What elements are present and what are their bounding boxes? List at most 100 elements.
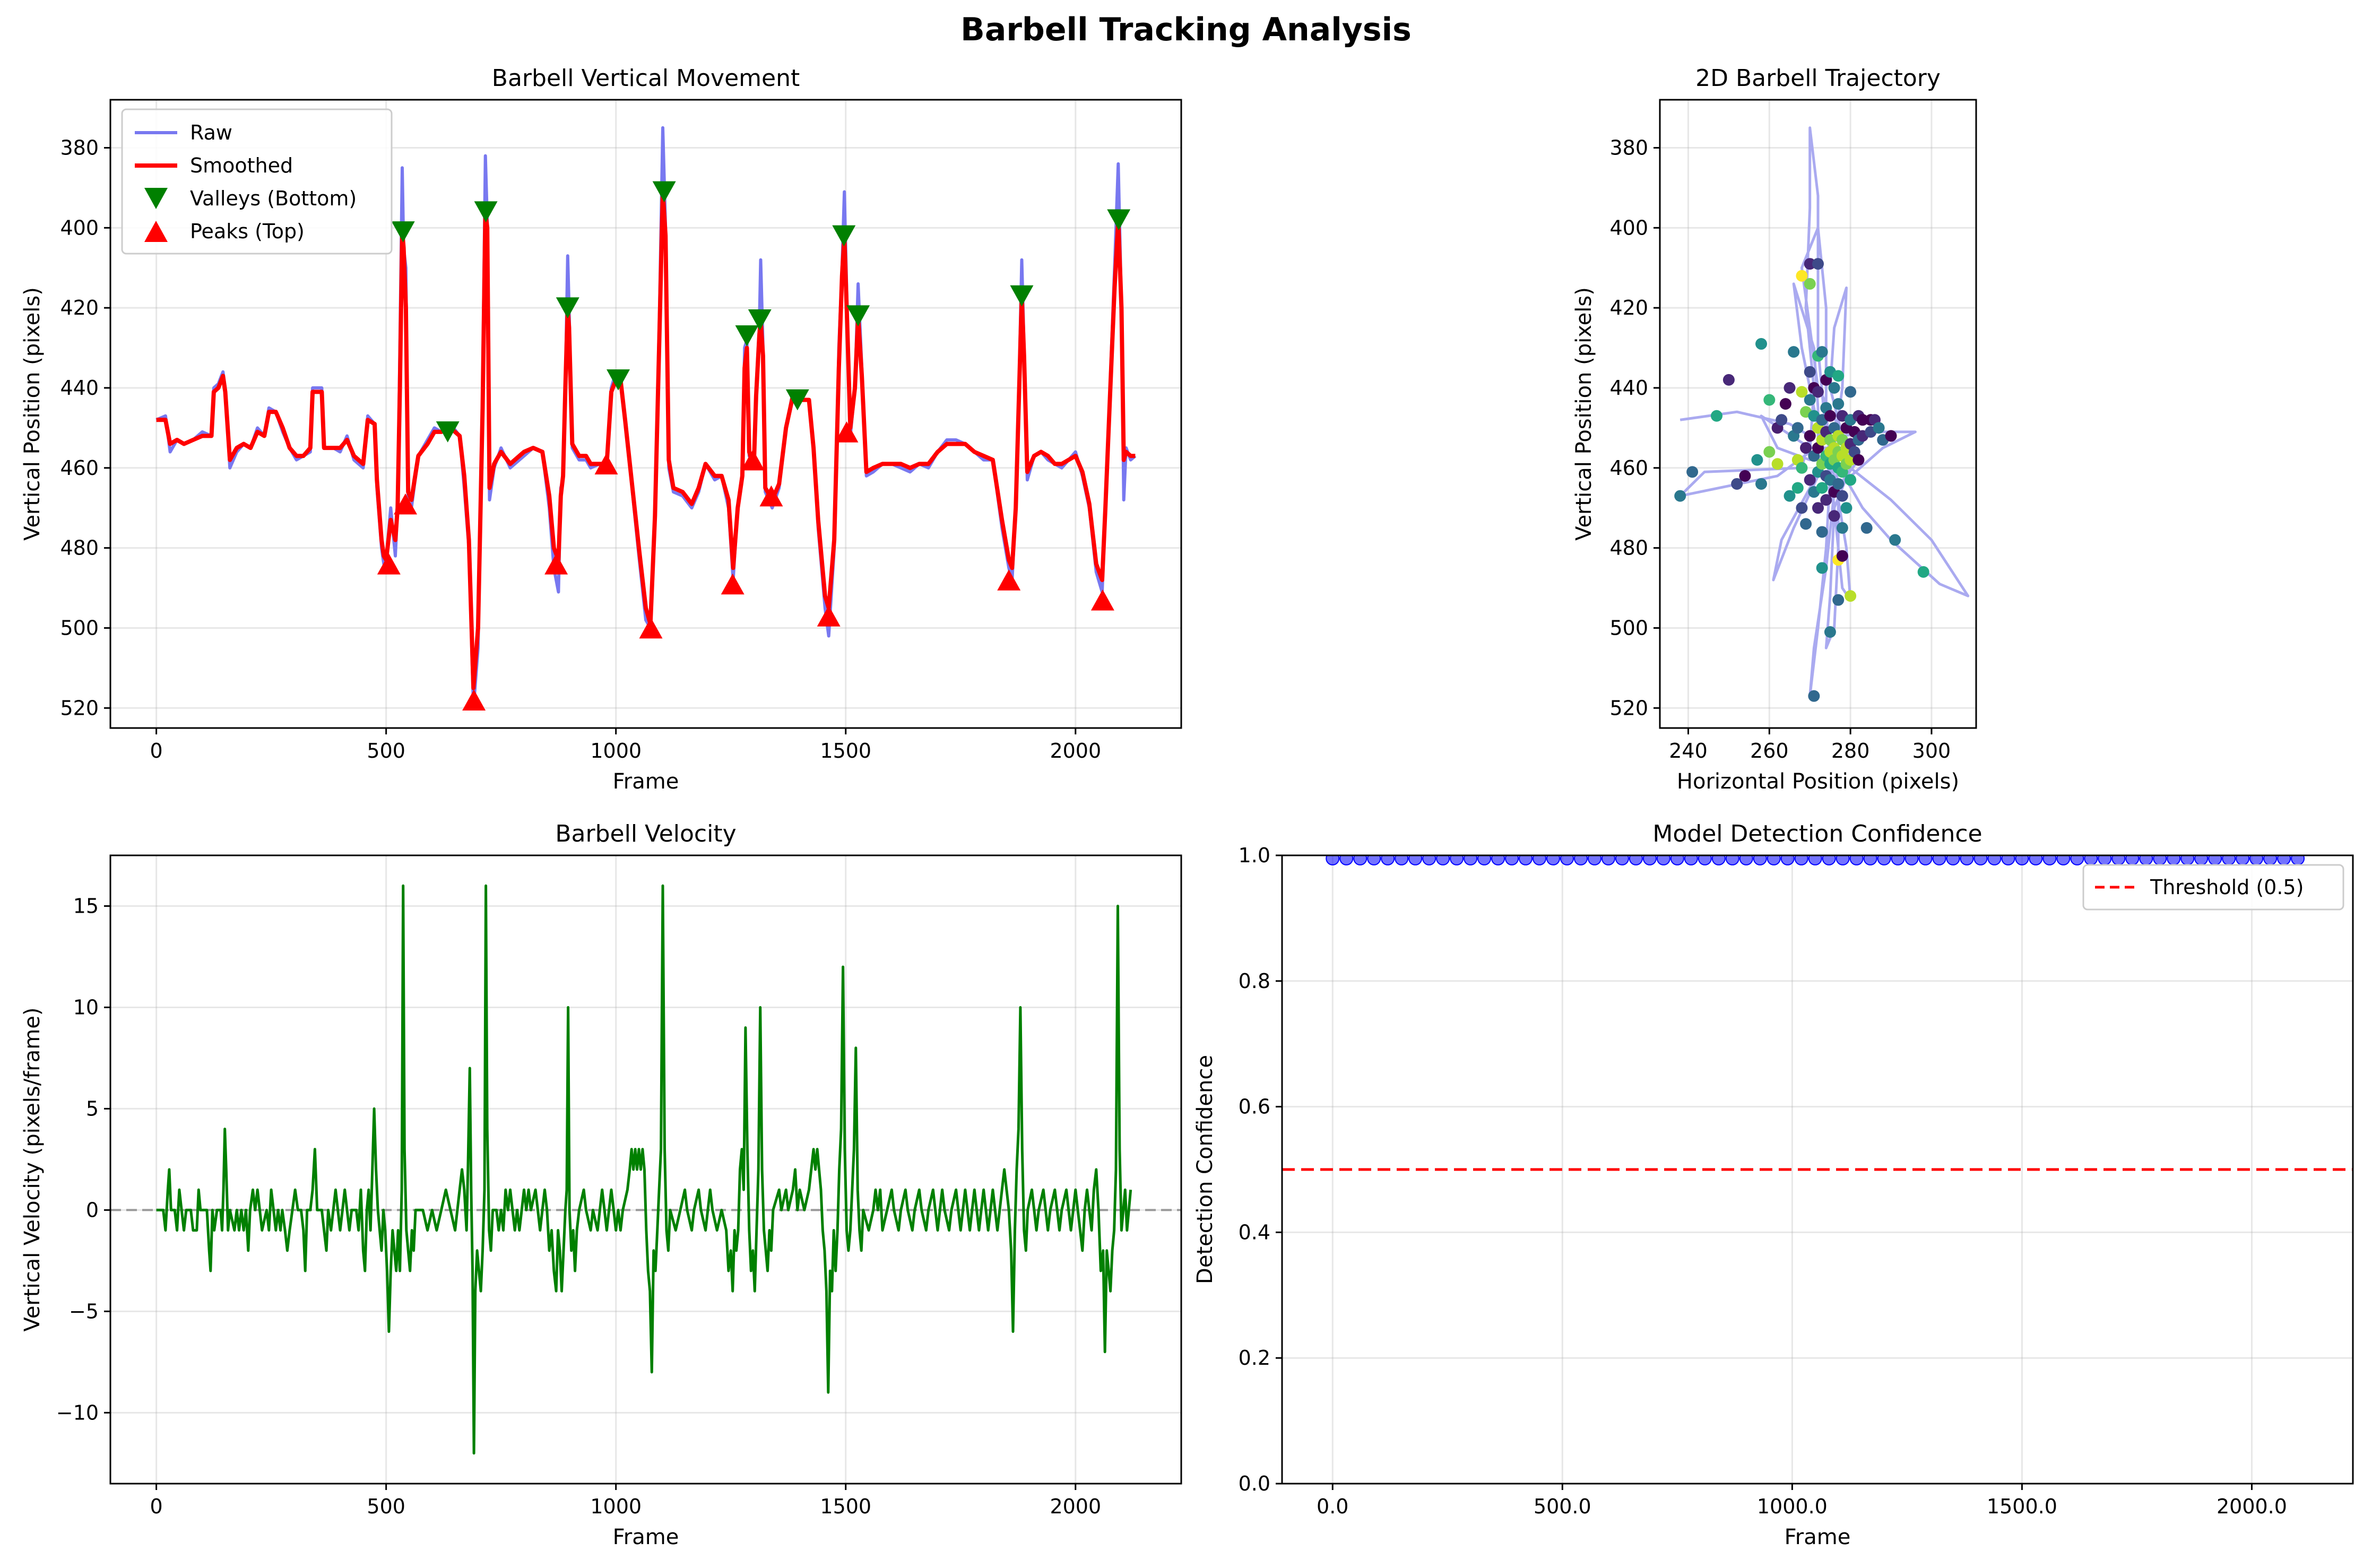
trajectory-point bbox=[1784, 382, 1796, 394]
confidence-point bbox=[1408, 855, 1423, 865]
confidence-point bbox=[1767, 855, 1781, 865]
y-tick-label: 380 bbox=[60, 136, 99, 159]
confidence-point bbox=[2167, 855, 2181, 865]
y-tick-label: 460 bbox=[60, 456, 99, 480]
peak-marker bbox=[1090, 589, 1114, 611]
confidence-plot-area bbox=[1282, 855, 2353, 1171]
x-tick-label: 2000 bbox=[1050, 1495, 1101, 1518]
y-tick-label: 0.2 bbox=[1239, 1346, 1270, 1370]
x-axis-label: Horizontal Position (pixels) bbox=[1677, 769, 1959, 794]
confidence-point bbox=[2236, 855, 2250, 865]
legend-valley-marker bbox=[144, 188, 168, 209]
confidence-point bbox=[2180, 855, 2195, 865]
trajectory-point bbox=[1731, 478, 1743, 490]
peak-marker bbox=[741, 449, 765, 471]
panel-title: Barbell Vertical Movement bbox=[492, 65, 800, 92]
panel-title: Model Detection Confidence bbox=[1652, 820, 1982, 847]
confidence-point bbox=[2111, 855, 2126, 865]
valley-marker bbox=[556, 297, 579, 318]
peak-marker bbox=[394, 493, 418, 515]
confidence-point bbox=[1450, 855, 1464, 865]
confidence-point bbox=[1863, 855, 1877, 865]
confidence-point bbox=[1794, 855, 1808, 865]
confidence-point bbox=[2056, 855, 2071, 865]
confidence-point bbox=[1477, 855, 1492, 865]
y-axis-label: Detection Confidence bbox=[1193, 1055, 1217, 1284]
trajectory-plot-area bbox=[1674, 126, 1970, 702]
confidence-point bbox=[2194, 855, 2209, 865]
confidence-point bbox=[2001, 855, 2015, 865]
trajectory-point bbox=[1812, 258, 1824, 270]
confidence-point bbox=[2029, 855, 2043, 865]
y-tick-label: 5 bbox=[86, 1097, 99, 1120]
confidence-point bbox=[1891, 855, 1905, 865]
peak-marker bbox=[721, 573, 745, 595]
trajectory-point bbox=[1804, 258, 1816, 270]
trajectory-point bbox=[1816, 526, 1828, 538]
trajectory-point bbox=[1808, 690, 1820, 702]
trajectory-point bbox=[1796, 462, 1808, 474]
confidence-point bbox=[1601, 855, 1615, 865]
confidence-point bbox=[1960, 855, 1974, 865]
confidence-point bbox=[1725, 855, 1739, 865]
x-axis-label: Frame bbox=[613, 769, 679, 794]
confidence-point bbox=[1670, 855, 1684, 865]
trajectory-point bbox=[1751, 454, 1763, 466]
trajectory-point bbox=[1776, 414, 1788, 426]
confidence-point bbox=[1946, 855, 1960, 865]
vertical-plot-area bbox=[155, 126, 1137, 711]
valley-marker bbox=[1107, 209, 1131, 231]
confidence-point bbox=[2084, 855, 2098, 865]
y-tick-label: 380 bbox=[1609, 136, 1648, 159]
confidence-point bbox=[1395, 855, 1409, 865]
trajectory-point bbox=[1788, 346, 1800, 358]
confidence-point bbox=[2070, 855, 2084, 865]
legend: Threshold (0.5) bbox=[2082, 864, 2344, 911]
trajectory-point bbox=[1784, 490, 1796, 502]
y-tick-label: 0.4 bbox=[1239, 1220, 1270, 1244]
confidence-point bbox=[2249, 855, 2264, 865]
confidence-point bbox=[1615, 855, 1629, 865]
trajectory-point bbox=[1755, 478, 1768, 490]
trajectory-point bbox=[1836, 550, 1848, 562]
y-tick-label: 500 bbox=[1609, 616, 1648, 639]
confidence-point bbox=[1973, 855, 1988, 865]
trajectory-point bbox=[1710, 410, 1722, 422]
trajectory-panel: 240 260 280 300 380 400 420 440 460 480 500 520 2D B… bbox=[1572, 65, 1977, 794]
trajectory-point bbox=[1739, 470, 1751, 482]
peak-marker bbox=[835, 421, 859, 443]
y-tick-label: 420 bbox=[1609, 296, 1648, 319]
confidence-point bbox=[1339, 855, 1354, 865]
axes-frame bbox=[109, 99, 1182, 729]
confidence-point bbox=[1533, 855, 1547, 865]
valley-marker bbox=[652, 181, 676, 203]
confidence-point bbox=[2277, 855, 2291, 865]
confidence-point bbox=[2153, 855, 2167, 865]
confidence-point bbox=[1546, 855, 1560, 865]
y-tick-label: 0.8 bbox=[1239, 969, 1270, 993]
trajectory-point bbox=[1812, 502, 1824, 514]
confidence-point bbox=[1587, 855, 1601, 865]
valley-marker bbox=[748, 309, 772, 331]
trajectory-point bbox=[1771, 458, 1784, 470]
legend: Raw Smoothed Valleys (Bottom) Peaks (Top) bbox=[121, 108, 393, 255]
confidence-point bbox=[2291, 855, 2305, 865]
confidence-point bbox=[1573, 855, 1588, 865]
trajectory-point bbox=[1885, 430, 1897, 442]
confidence-point bbox=[1367, 855, 1381, 865]
confidence-point bbox=[1753, 855, 1767, 865]
y-tick-label: 400 bbox=[1609, 216, 1648, 239]
x-tick-label: 0.0 bbox=[1317, 1495, 1348, 1518]
confidence-point bbox=[2208, 855, 2222, 865]
x-tick-label: 0 bbox=[150, 1495, 163, 1518]
confidence-point bbox=[2042, 855, 2057, 865]
y-tick-label: 0 bbox=[86, 1198, 99, 1222]
axes-frame bbox=[109, 854, 1182, 1485]
trajectory-point bbox=[1873, 422, 1885, 434]
y-axis-label: Vertical Position (pixels) bbox=[20, 287, 45, 541]
figure-title: Barbell Tracking Analysis bbox=[960, 11, 1412, 48]
confidence-point bbox=[1464, 855, 1478, 865]
y-tick-label: 0.6 bbox=[1239, 1095, 1270, 1119]
confidence-point bbox=[1780, 855, 1795, 865]
trajectory-point bbox=[1804, 430, 1816, 442]
